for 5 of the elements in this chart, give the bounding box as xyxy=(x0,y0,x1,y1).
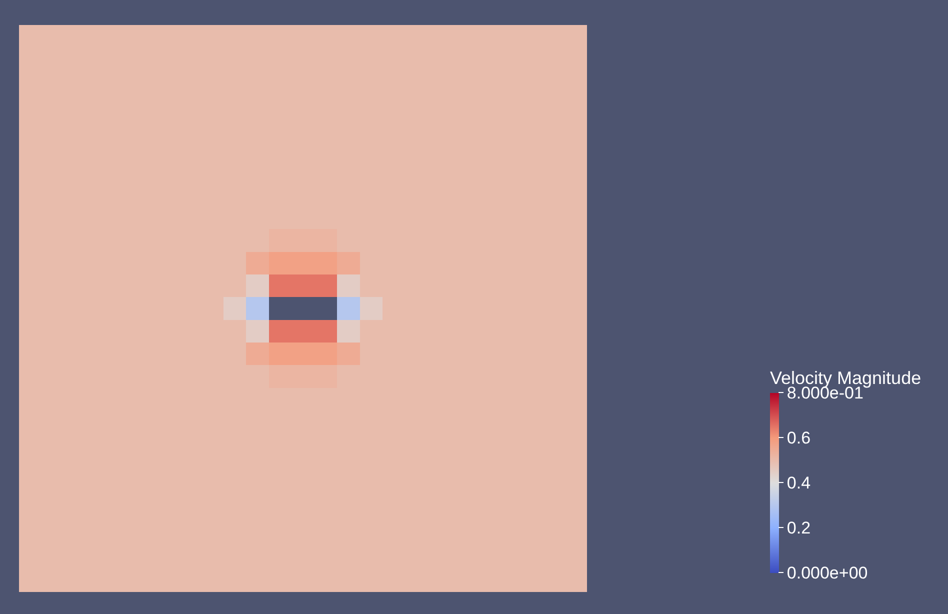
color-bar-label: 0.4 xyxy=(786,473,811,492)
color-bar-label: 0.000e+00 xyxy=(786,563,868,582)
color-bar-label: 0.2 xyxy=(786,518,811,538)
color-bar-label: 0.6 xyxy=(786,428,811,448)
color-bar-title: Velocity Magnitude xyxy=(770,368,922,388)
